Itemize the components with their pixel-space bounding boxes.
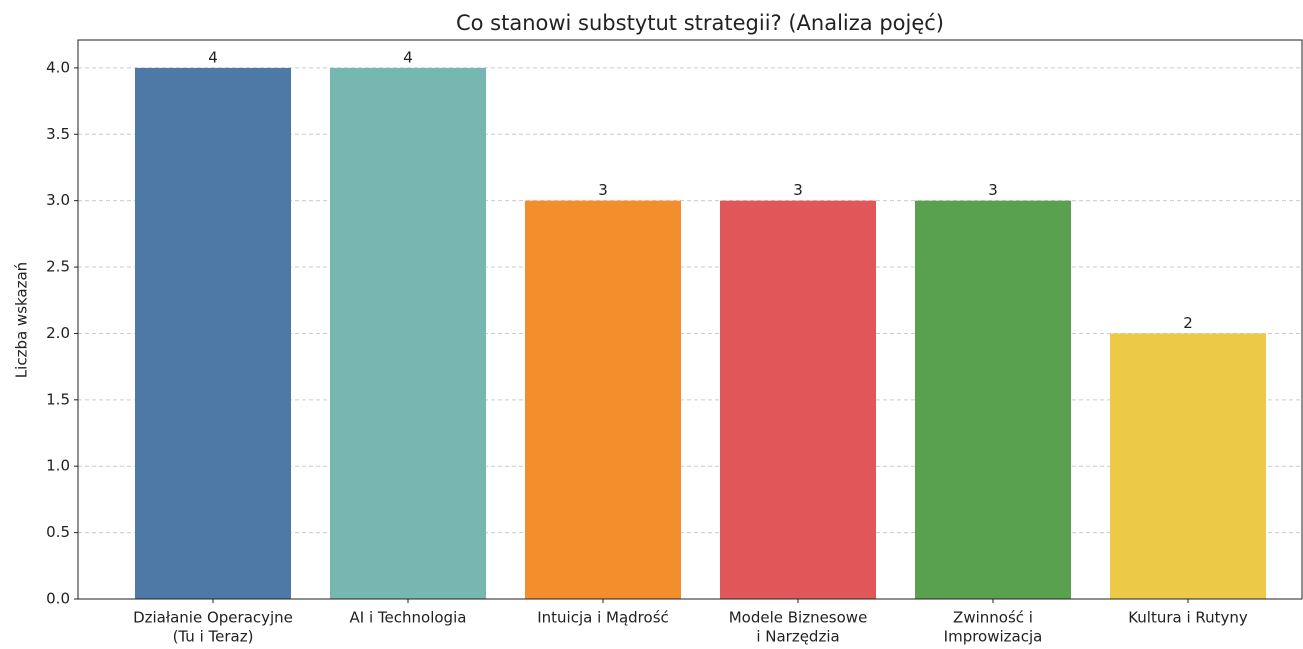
y-tick-label: 0.0 [46, 590, 70, 608]
bar [915, 200, 1071, 599]
bar [330, 67, 486, 600]
x-tick-label: AI i Technologia [350, 609, 467, 627]
y-tick-label: 3.0 [46, 191, 70, 209]
data-label: 3 [598, 181, 608, 199]
y-tick-label: 4.0 [46, 58, 70, 76]
x-tick-label: i Narzędzia [756, 628, 839, 646]
x-tick-label: (Tu i Teraz) [173, 628, 254, 646]
x-tick-label: Działanie Operacyjne [133, 609, 293, 627]
x-tick-label: Kultura i Rutyny [1128, 609, 1248, 627]
bar [720, 200, 876, 599]
chart-title: Co stanowi substytut strategii? (Analiza… [456, 11, 944, 35]
data-label: 3 [988, 181, 998, 199]
x-tick-label: Zwinność i [953, 609, 1033, 627]
y-axis-label: Liczba wskazań [13, 262, 31, 378]
x-tick-label: Modele Biznesowe [729, 609, 868, 627]
bar [1110, 333, 1266, 599]
y-tick-label: 3.5 [46, 125, 70, 143]
data-label: 4 [403, 48, 413, 66]
plot-frame [77, 39, 1303, 600]
y-tick-label: 0.5 [46, 523, 70, 541]
x-tick-label: Intuicja i Mądrość [537, 609, 669, 627]
data-label: 3 [793, 181, 803, 199]
bar [525, 200, 681, 599]
y-tick-label: 2.0 [46, 324, 70, 342]
data-label: 4 [208, 48, 218, 66]
y-tick-label: 1.0 [46, 457, 70, 475]
bar [135, 67, 291, 600]
data-label: 2 [1183, 314, 1193, 332]
y-tick-label: 2.5 [46, 258, 70, 276]
y-tick-label: 1.5 [46, 390, 70, 408]
x-tick-label: Improwizacja [944, 628, 1043, 646]
